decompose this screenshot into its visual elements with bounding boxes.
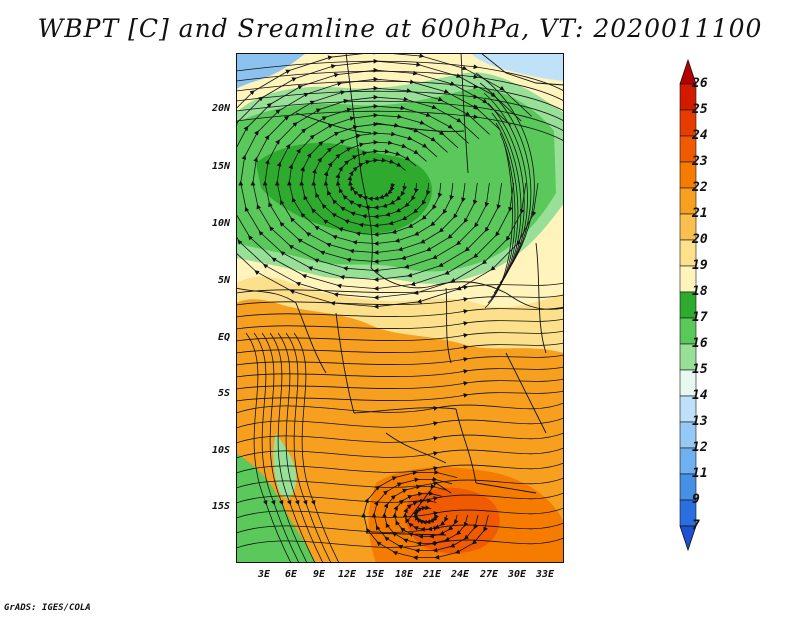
colorbar-label: 16: [692, 336, 708, 351]
lat-label: 15S: [211, 501, 230, 512]
streamline: [236, 306, 564, 318]
streamline: [236, 366, 564, 378]
colorbar-label: 11: [692, 466, 708, 481]
streamline: [483, 92, 528, 284]
lon-label: 18E: [394, 569, 414, 580]
colorbar-label: 23: [692, 154, 708, 169]
streamline: [484, 142, 513, 309]
colorbar-label: 19: [692, 258, 708, 273]
lon-label: 3E: [257, 569, 271, 580]
lat-label: 10N: [211, 218, 230, 229]
streamline: [253, 332, 300, 563]
streamline: [236, 100, 564, 132]
lat-label: 10S: [211, 445, 230, 456]
streamline: [236, 70, 564, 102]
streamline: [236, 417, 564, 429]
lat-label: 5N: [217, 275, 230, 286]
lat-label: 15N: [211, 161, 230, 172]
colorbar-label: 21: [692, 206, 708, 221]
lon-label: 15E: [365, 569, 385, 580]
lon-label: 30E: [507, 569, 527, 580]
streamline: [236, 110, 564, 142]
map-frame: [236, 53, 564, 563]
colorbar-label: 17: [692, 310, 708, 325]
map-title: WBPT [C] and Sreamline at 600hPa, VT: 20…: [37, 14, 763, 43]
colorbar-label: 9: [692, 492, 700, 507]
colorbar-label: 22: [692, 180, 708, 195]
colorbar-label: 13: [692, 414, 708, 429]
streamline: [236, 294, 564, 306]
streamlines: [236, 53, 564, 563]
streamline: [293, 332, 340, 563]
colorbar-label: 25: [692, 102, 708, 117]
colorbar-label: 18: [692, 284, 708, 299]
streamline: [236, 432, 564, 444]
wbpt-streamline-map: [232, 53, 564, 567]
streamline: [236, 80, 564, 112]
map-panel: [232, 53, 564, 567]
streamline: [236, 354, 564, 366]
streamline: [236, 282, 564, 294]
lon-label: 21E: [422, 569, 442, 580]
streamline: [236, 342, 564, 354]
lat-label: 5S: [217, 388, 230, 399]
streamline: [261, 332, 308, 563]
colorbar-label: 15: [692, 362, 708, 377]
lat-label: 20N: [211, 103, 230, 114]
colorbar: [679, 58, 697, 552]
colorbar-label: 26: [692, 76, 708, 91]
streamline: [236, 447, 564, 459]
lon-label: 6E: [284, 569, 298, 580]
streamline: [361, 469, 489, 561]
streamline: [236, 318, 564, 330]
colorbar-label: 14: [692, 388, 708, 403]
lon-label: 9E: [312, 569, 326, 580]
colorbar-label: 24: [692, 128, 708, 143]
streamline: [269, 332, 316, 563]
streamline: [236, 60, 564, 92]
colorbar-bottom-arrow: [679, 525, 697, 552]
streamline: [277, 332, 324, 563]
streamline: [475, 72, 535, 274]
streamline: [479, 82, 532, 279]
lat-label: EQ: [217, 332, 230, 343]
streamline: [236, 90, 564, 122]
lon-label: 33E: [535, 569, 555, 580]
colorbar-label: 7: [692, 518, 700, 533]
streamline: [245, 332, 292, 563]
lon-label: 27E: [479, 569, 499, 580]
colorbar-label: 20: [692, 232, 708, 247]
lon-label: 24E: [450, 569, 470, 580]
streamline: [236, 330, 564, 342]
streamline: [236, 390, 564, 402]
streamline: [285, 332, 332, 563]
grads-credit: GrADS: IGES/COLA: [4, 603, 91, 613]
colorbar-label: 12: [692, 440, 708, 455]
lon-label: 12E: [337, 569, 357, 580]
streamline: [236, 378, 564, 390]
